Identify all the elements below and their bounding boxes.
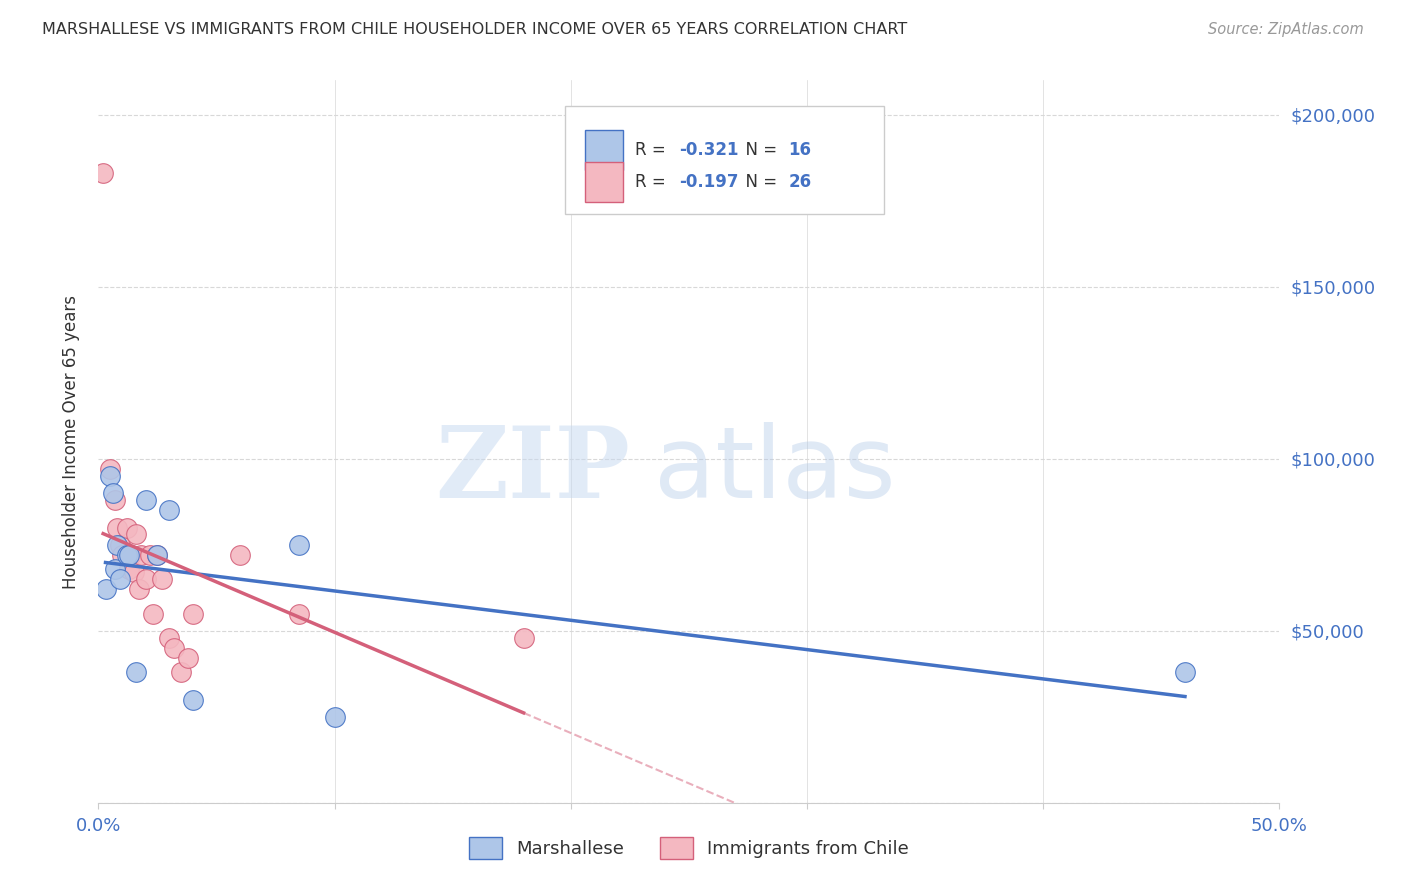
Point xyxy=(105,538,128,552)
Point xyxy=(105,520,128,534)
Point xyxy=(146,548,169,562)
Point xyxy=(157,631,180,645)
Point xyxy=(104,562,127,576)
Point xyxy=(91,166,114,180)
Point xyxy=(170,665,193,679)
Point xyxy=(125,665,148,679)
Point xyxy=(115,548,138,562)
Point xyxy=(229,548,252,562)
Point xyxy=(163,640,186,655)
Point xyxy=(323,710,346,724)
Point xyxy=(118,548,141,562)
Point xyxy=(104,493,127,508)
FancyBboxPatch shape xyxy=(585,162,623,202)
Point xyxy=(94,582,117,597)
Point xyxy=(181,692,204,706)
Point xyxy=(177,651,200,665)
FancyBboxPatch shape xyxy=(565,105,884,214)
Text: -0.197: -0.197 xyxy=(679,173,740,191)
Y-axis label: Householder Income Over 65 years: Householder Income Over 65 years xyxy=(62,294,80,589)
Point xyxy=(108,538,131,552)
Point xyxy=(125,527,148,541)
Point xyxy=(98,469,121,483)
Point xyxy=(135,572,157,586)
Point xyxy=(150,572,173,586)
Text: ZIP: ZIP xyxy=(434,422,630,519)
Text: R =: R = xyxy=(634,141,671,159)
Legend: Marshallese, Immigrants from Chile: Marshallese, Immigrants from Chile xyxy=(463,830,915,866)
Point xyxy=(157,503,180,517)
Point xyxy=(139,548,162,562)
Text: MARSHALLESE VS IMMIGRANTS FROM CHILE HOUSEHOLDER INCOME OVER 65 YEARS CORRELATIO: MARSHALLESE VS IMMIGRANTS FROM CHILE HOU… xyxy=(42,22,907,37)
Text: N =: N = xyxy=(735,173,782,191)
Point xyxy=(512,631,534,645)
Point xyxy=(135,493,157,508)
FancyBboxPatch shape xyxy=(585,129,623,169)
Point xyxy=(288,607,311,621)
Point xyxy=(288,538,311,552)
Point xyxy=(129,548,152,562)
Text: 26: 26 xyxy=(789,173,811,191)
Point xyxy=(115,520,138,534)
Point xyxy=(181,607,204,621)
Point xyxy=(98,462,121,476)
Point xyxy=(121,548,143,562)
Point xyxy=(108,572,131,586)
Point xyxy=(128,582,150,597)
Text: atlas: atlas xyxy=(654,422,896,519)
Text: Source: ZipAtlas.com: Source: ZipAtlas.com xyxy=(1208,22,1364,37)
Point xyxy=(101,486,124,500)
Text: 16: 16 xyxy=(789,141,811,159)
Text: R =: R = xyxy=(634,173,671,191)
Point xyxy=(111,548,134,562)
Point xyxy=(146,548,169,562)
Point xyxy=(142,607,165,621)
Point xyxy=(118,562,141,576)
Point xyxy=(1174,665,1197,679)
Text: -0.321: -0.321 xyxy=(679,141,740,159)
Text: N =: N = xyxy=(735,141,782,159)
Point xyxy=(122,566,145,580)
